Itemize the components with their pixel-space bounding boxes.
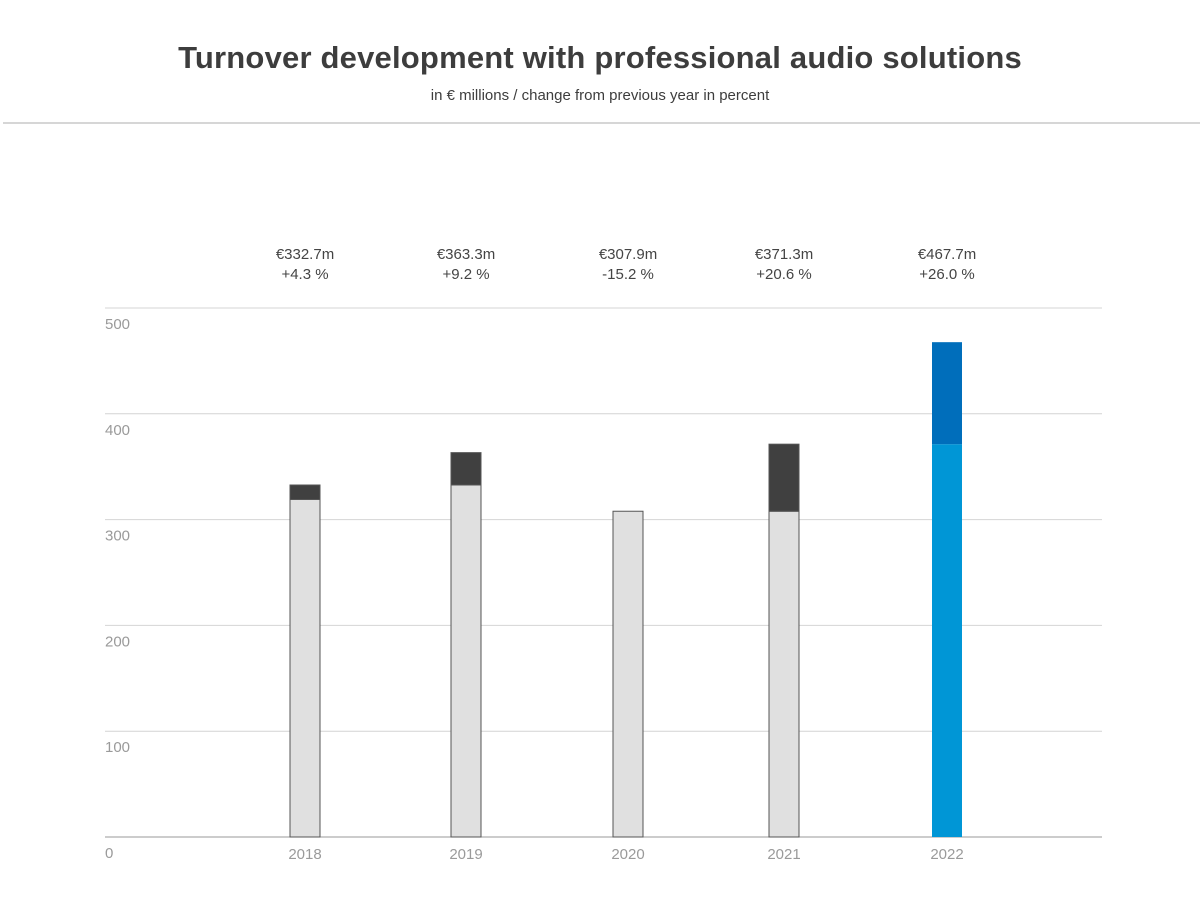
- header-divider: [3, 122, 1200, 124]
- value-label: €371.3m: [755, 246, 813, 263]
- y-tick-label: 400: [105, 422, 130, 439]
- bar-increase-2022: [932, 342, 962, 445]
- bar-increase-2021: [768, 443, 800, 512]
- y-tick-label: 0: [105, 845, 113, 862]
- bar-base-2021: [768, 510, 800, 838]
- bar-base-2020: [612, 510, 644, 838]
- value-label: €307.9m: [599, 246, 657, 263]
- value-label: €332.7m: [276, 246, 334, 263]
- bar-base-2019: [450, 484, 482, 838]
- bar-base-2018: [289, 498, 321, 838]
- x-tick-label: 2022: [930, 846, 963, 863]
- y-tick-label: 300: [105, 528, 130, 545]
- chart-title: Turnover development with professional a…: [178, 40, 1022, 75]
- change-label: +20.6 %: [756, 266, 811, 283]
- y-tick-label: 500: [105, 316, 130, 333]
- value-label: €363.3m: [437, 246, 495, 263]
- bar-base-2022: [932, 444, 962, 837]
- bar-increase-2018: [289, 484, 321, 500]
- chart-subtitle: in € millions / change from previous yea…: [430, 87, 770, 104]
- change-label: +26.0 %: [919, 266, 974, 283]
- change-label: -15.2 %: [602, 266, 654, 283]
- x-tick-label: 2021: [767, 846, 800, 863]
- x-tick-label: 2020: [611, 846, 644, 863]
- x-tick-label: 2018: [288, 846, 321, 863]
- y-tick-label: 100: [105, 739, 130, 756]
- y-tick-label: 200: [105, 633, 130, 650]
- x-tick-label: 2019: [449, 846, 482, 863]
- value-label: €467.7m: [918, 246, 976, 263]
- bar-increase-2019: [450, 452, 482, 486]
- change-label: +4.3 %: [281, 266, 328, 283]
- change-label: +9.2 %: [442, 266, 489, 283]
